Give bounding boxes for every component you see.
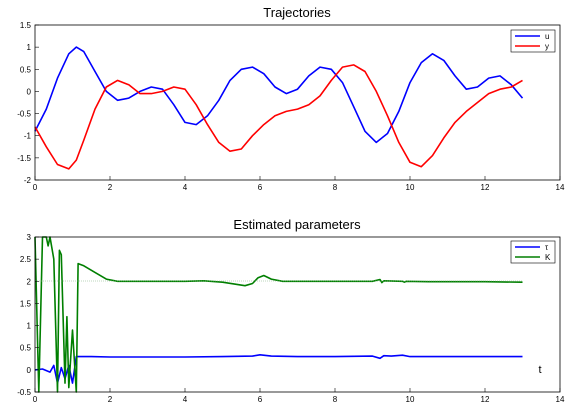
y-tick-label: -1	[24, 132, 32, 141]
y-tick-label: 0	[27, 87, 32, 96]
x-tick-label: 8	[333, 395, 338, 403]
series-line-second	[34, 236, 523, 393]
legend-label-k: K	[545, 253, 551, 262]
estimated-parameters-panel: Estimated parameters 0 2 4 6 8 10 12 14-0.500.5…	[17, 217, 565, 403]
x-tick-label: 2	[108, 395, 113, 403]
axis-ticks: 0 2 4 6 8 10 12 14-0.500.511.522.53	[17, 233, 565, 403]
y-tick-label: -2	[24, 176, 32, 185]
x-tick-label: 6	[258, 395, 263, 403]
x-tick-label: 8	[333, 183, 338, 192]
series-lines	[34, 46, 524, 170]
panel-title: Trajectories	[263, 5, 331, 20]
plot-frame	[34, 236, 561, 393]
x-tick-label: 0	[33, 395, 38, 403]
y-tick-label: 1	[27, 322, 32, 331]
y-tick-label: 1	[27, 43, 32, 52]
series-line-first	[34, 46, 524, 144]
y-tick-label: 0.5	[20, 344, 32, 353]
x-tick-label: 14	[556, 183, 565, 192]
legend-label-tau: τ	[545, 243, 549, 252]
y-tick-label: 2	[27, 277, 32, 286]
x-tick-label: 12	[481, 395, 490, 403]
panel-title: Estimated parameters	[233, 217, 361, 232]
x-tick-label: 4	[183, 183, 188, 192]
series-lines	[34, 236, 523, 393]
axis-ticks: 0 2 4 6 8 10 12 14 -2 -1.5 -1 -0.5 0 0.5 1 1.5	[17, 21, 565, 192]
y-tick-label: -1.5	[17, 154, 31, 163]
x-tick-label: 4	[183, 395, 188, 403]
x-tick-label: 10	[406, 183, 415, 192]
x-tick-label: 0	[33, 183, 38, 192]
legend-label-y: y	[545, 42, 549, 51]
y-tick-label: 0	[27, 366, 32, 375]
y-tick-label: -0.5	[17, 388, 31, 397]
x-tick-label: 14	[556, 395, 565, 403]
y-tick-label: 3	[27, 233, 32, 242]
legend-label-u: u	[545, 32, 549, 41]
x-tick-label: 10	[406, 395, 415, 403]
plot-frame	[34, 24, 561, 181]
y-tick-label: 0.5	[20, 65, 32, 74]
x-tick-label: 12	[481, 183, 490, 192]
series-line-second	[34, 64, 523, 170]
y-tick-label: 1.5	[20, 299, 32, 308]
x-tick-label: 6	[258, 183, 263, 192]
legend: u y	[510, 29, 556, 53]
x-axis-label: t	[538, 364, 541, 376]
legend: τ K	[510, 240, 556, 264]
y-tick-label: 2.5	[20, 255, 32, 264]
trajectories-panel: Trajectories 0 2 4 6 8 10 12 14 -2 -1.5 -1 -0.5 0 0.5…	[17, 5, 565, 192]
x-tick-label: 2	[108, 183, 113, 192]
y-tick-label: 1.5	[20, 21, 32, 30]
y-tick-label: -0.5	[17, 110, 31, 119]
series-line-first	[34, 353, 523, 384]
